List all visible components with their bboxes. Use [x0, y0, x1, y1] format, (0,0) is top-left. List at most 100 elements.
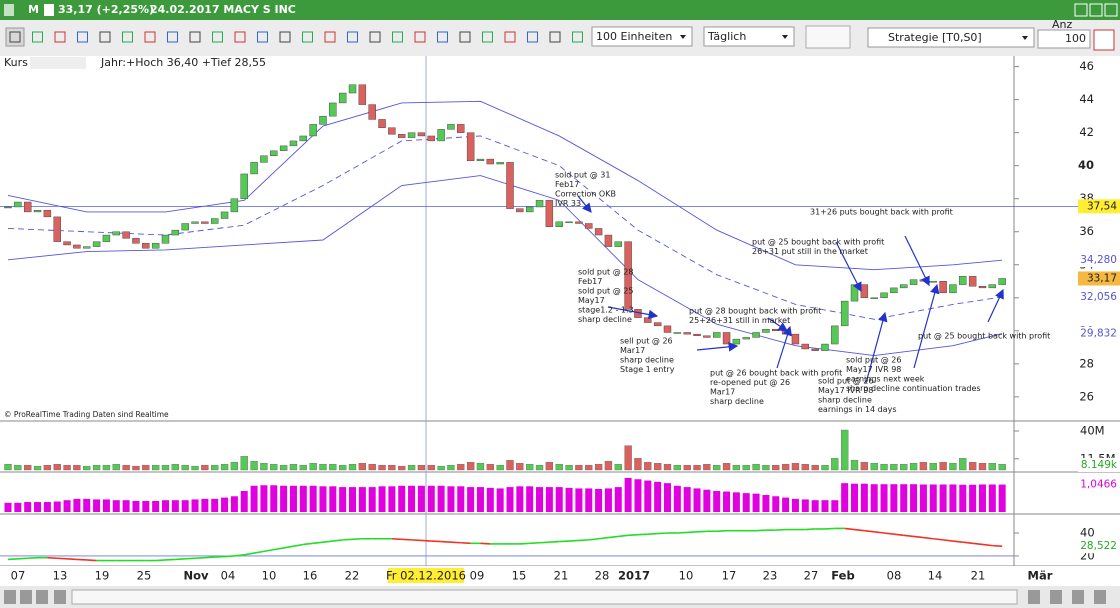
bar: [83, 498, 91, 512]
bar: [831, 458, 839, 471]
annotation-line: stage1.2 - 1.3: [578, 306, 634, 315]
annotation-line: IVR 33: [555, 199, 581, 208]
candle: [407, 132, 416, 138]
candle: [289, 140, 298, 147]
bar: [880, 484, 888, 512]
annotation-line: sold put @ 31: [555, 171, 610, 180]
bar: [673, 464, 681, 471]
bar: [880, 463, 888, 471]
oscillator-segment: [411, 539, 422, 542]
bar: [910, 484, 918, 512]
oscillator-segment: [185, 557, 196, 560]
bottom-icons[interactable]: [4, 590, 1106, 604]
oscillator-segment: [431, 540, 442, 543]
bar: [752, 493, 760, 512]
candle: [447, 124, 455, 130]
bar: [693, 464, 701, 471]
y-tick-label: 40M: [1080, 423, 1105, 437]
candle: [398, 134, 406, 138]
value-label-box: [1078, 477, 1120, 492]
minimize-button[interactable]: [1074, 3, 1088, 17]
bar: [161, 464, 170, 471]
candle: [565, 221, 573, 224]
bar: [102, 499, 110, 512]
bar: [870, 463, 878, 471]
order-button[interactable]: [1093, 29, 1115, 51]
period-select[interactable]: [703, 26, 795, 47]
candle: [260, 155, 268, 163]
units-select[interactable]: [591, 26, 693, 47]
info-icon[interactable]: [44, 4, 54, 16]
candle: [978, 286, 987, 289]
value-label: 37,54: [1087, 200, 1117, 212]
value-label: 28,522: [1080, 540, 1117, 552]
x-tick-label: 13: [53, 569, 68, 583]
bar: [427, 485, 435, 512]
oscillator-segment: [962, 541, 973, 545]
candle: [23, 201, 32, 213]
x-tick-label: 17: [722, 569, 737, 583]
x-tick-label: 08: [887, 569, 902, 583]
bar: [742, 464, 750, 471]
bar: [142, 464, 150, 471]
bar: [33, 465, 42, 471]
tool-icon: [324, 31, 336, 43]
tool-button[interactable]: [5, 27, 25, 47]
bar: [732, 464, 741, 471]
oscillator-segment: [519, 542, 530, 545]
bar: [417, 485, 425, 512]
oscillator-segment: [952, 540, 963, 543]
tool-icon: [99, 31, 111, 43]
panel-icons[interactable]: [30, 57, 86, 69]
oscillator-segment: [175, 558, 186, 561]
bar: [476, 487, 484, 512]
oscillator-segment: [569, 539, 579, 542]
band-label: 32,056: [1080, 291, 1117, 303]
strategy-select[interactable]: [867, 27, 1035, 48]
candle: [476, 158, 485, 161]
bar: [604, 488, 612, 512]
candle: [466, 132, 475, 161]
bar: [398, 465, 406, 471]
candle: [299, 135, 307, 142]
x-tick-label: 22: [345, 569, 360, 583]
bar: [654, 481, 662, 512]
bar: [752, 463, 760, 471]
bar: [545, 487, 553, 512]
bar: [821, 464, 829, 471]
bar: [161, 500, 169, 512]
quantity-input[interactable]: [1037, 29, 1091, 49]
bar: [240, 456, 248, 471]
bar: [102, 464, 111, 471]
bar: [909, 463, 918, 471]
candle: [968, 276, 977, 287]
annotation-line: earnings in 14 days: [818, 405, 897, 414]
bar: [624, 477, 632, 512]
oscillator-segment: [47, 556, 58, 560]
oscillator-segment: [76, 558, 87, 561]
scrollbar[interactable]: [71, 589, 1018, 605]
chart-type-button[interactable]: [805, 25, 851, 49]
bar: [289, 463, 298, 471]
maximize-button[interactable]: [1089, 3, 1103, 17]
candle: [457, 124, 465, 133]
oscillator-segment: [637, 533, 648, 536]
close-button[interactable]: [1104, 3, 1118, 17]
candle: [870, 297, 878, 299]
x-tick-label: Fr 02.12.2016: [386, 569, 466, 583]
annotation-line: put @ 25 bought back with profit: [752, 238, 884, 247]
x-axis-labels: 07 13 19 25 Nov 04 10 16 22 Fr 02.12.2016 09 15 21 28…: [11, 568, 1053, 583]
candle: [191, 221, 199, 224]
oscillator-segment: [283, 545, 294, 549]
annotation-line: May17 IVR 98: [846, 365, 901, 374]
value-label: 8.149k: [1081, 459, 1118, 471]
y-tick-label: 40: [1080, 525, 1095, 539]
crosshair-date-box: [388, 568, 464, 583]
bar: [851, 483, 859, 512]
bar: [998, 463, 1006, 471]
bar: [270, 485, 278, 512]
oscillator-segment: [559, 540, 570, 543]
candle: [319, 115, 327, 125]
bar: [201, 498, 209, 512]
bar: [230, 462, 239, 471]
